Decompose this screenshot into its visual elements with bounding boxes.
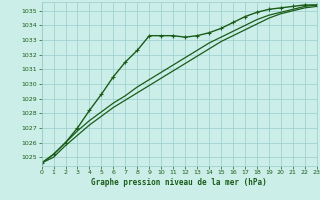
- X-axis label: Graphe pression niveau de la mer (hPa): Graphe pression niveau de la mer (hPa): [91, 178, 267, 187]
